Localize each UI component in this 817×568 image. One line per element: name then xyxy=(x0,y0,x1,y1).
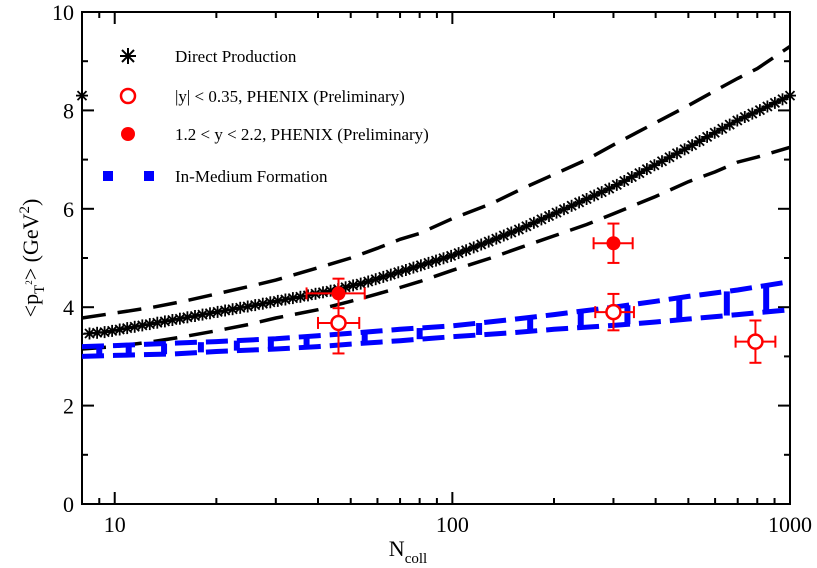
x-axis-title-sub: coll xyxy=(405,551,428,567)
legend-filled-circle-icon xyxy=(121,127,135,141)
legend: Direct Production |y| < 0.35, PHENIX (Pr… xyxy=(103,47,429,186)
legend-entry-in-medium-formation: In-Medium Formation xyxy=(103,167,328,186)
series-line-2 xyxy=(81,145,791,351)
x-tick-label: 1000 xyxy=(768,512,812,537)
legend-entry-phenix-forward: 1.2 < y < 2.2, PHENIX (Preliminary) xyxy=(121,125,429,144)
y-tick-label: 10 xyxy=(52,0,74,25)
asterisk-point xyxy=(241,300,254,313)
legend-label-direct-production: Direct Production xyxy=(175,47,297,66)
asterisk-point xyxy=(219,304,232,317)
open-circle-marker xyxy=(747,333,764,350)
asterisk-point xyxy=(784,89,796,102)
legend-label-phenix-forward: 1.2 < y < 2.2, PHENIX (Preliminary) xyxy=(175,125,429,144)
asterisk-point xyxy=(302,289,314,302)
legend-open-circle-icon xyxy=(119,87,137,105)
asterisk-point xyxy=(256,297,269,310)
y-tick-label: 6 xyxy=(63,197,74,222)
series-line-3 xyxy=(81,279,791,350)
filled-circle-marker xyxy=(331,286,346,301)
series-line-4 xyxy=(81,307,791,359)
x-tick-label: 10 xyxy=(104,512,126,537)
asterisk-point xyxy=(317,286,329,299)
open-circle-marker xyxy=(605,303,622,321)
asterisk-point xyxy=(347,279,360,292)
asterisk-point xyxy=(701,130,714,143)
phenix-point xyxy=(317,291,361,355)
phenix-point xyxy=(592,222,634,264)
phenix-point xyxy=(305,277,366,310)
asterisk-point xyxy=(678,143,691,156)
legend-asterisk-icon xyxy=(120,48,136,64)
legend-label-in-medium-formation: In-Medium Formation xyxy=(175,167,328,186)
legend-label-phenix-midrapidity: |y| < 0.35, PHENIX (Preliminary) xyxy=(175,87,405,106)
asterisk-point xyxy=(610,178,623,191)
filled-circle-marker xyxy=(606,236,621,251)
asterisk-point xyxy=(543,210,555,222)
open-circle-marker xyxy=(330,314,347,332)
y-tick-label: 4 xyxy=(63,295,74,320)
phenix-point xyxy=(594,292,635,332)
y-axis-title: <pT2> (GeV2) xyxy=(17,199,48,318)
legend-entry-phenix-midrapidity: |y| < 0.35, PHENIX (Preliminary) xyxy=(119,87,405,106)
asterisk-point xyxy=(482,235,495,248)
phenix-points xyxy=(305,222,777,364)
x-tick-label: 100 xyxy=(436,512,469,537)
asterisk-point xyxy=(226,303,239,316)
series-line-1 xyxy=(81,44,791,320)
y-tick-label: 0 xyxy=(63,492,74,517)
asterisk-point xyxy=(271,294,284,307)
data-markers xyxy=(76,89,796,340)
legend-blue-square-icon-1 xyxy=(103,171,113,181)
y-tick-label: 8 xyxy=(63,98,74,123)
curves xyxy=(81,44,791,359)
x-axis-title: Ncoll xyxy=(389,536,427,567)
asterisk-point xyxy=(76,89,88,102)
legend-blue-square-icon-2 xyxy=(144,171,154,181)
asterisk-point xyxy=(264,296,277,309)
asterisk-point xyxy=(731,114,744,127)
asterisk-point xyxy=(633,167,646,180)
asterisk-point xyxy=(136,319,149,332)
phenix-point xyxy=(734,319,777,364)
axis-tick-labels: 10 100 1000 0 2 4 6 8 10 xyxy=(52,0,812,537)
y-tick-label: 2 xyxy=(63,394,74,419)
legend-entry-direct-production: Direct Production xyxy=(120,47,297,66)
axis-ticks xyxy=(81,11,791,505)
